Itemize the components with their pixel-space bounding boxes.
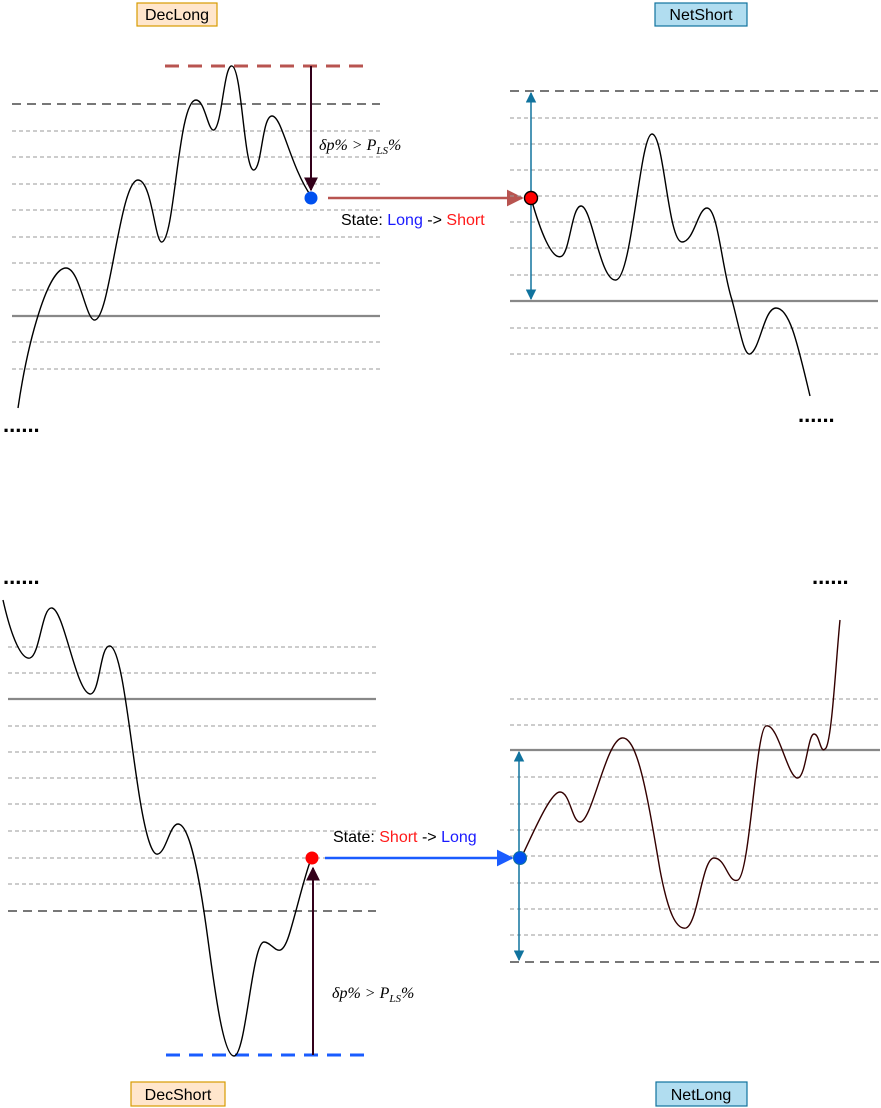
net-short-price-curve [530,133,811,397]
transition-short-to-long: State: Short -> Long [325,829,514,867]
dec-short-label: DecShort [145,1087,212,1104]
dec-short-condition: δp% > PLS% [332,985,414,1005]
dec-short-current-point [305,851,319,865]
net-long-label: NetLong [671,1087,732,1104]
net-short-grid [510,117,878,355]
transition-long-to-short: State: Long -> Short [328,189,524,229]
dec-long-condition: δp% > PLS% [319,137,401,157]
panel-net-long: ...... NetLong [510,564,880,1107]
net-long-entry-point [513,851,527,865]
net-long-price-curve [520,619,841,929]
dec-short-label-box [130,1081,226,1107]
dec-short-price-curve [2,599,312,1057]
net-short-label: NetShort [669,7,733,24]
panel-dec-short: ...... δp% > PLS% DecShort [2,564,414,1107]
net-short-entry-point [523,190,539,206]
dec-long-current-point [304,191,318,205]
net-short-label-box [654,2,748,27]
dec-long-grid [12,130,380,370]
net-long-grid [510,698,880,936]
dec-short-grid [8,646,376,885]
dec-long-ellipsis: ...... [3,412,40,437]
state-long-to-short: State: Long -> Short [341,212,485,229]
panel-net-short: NetShort ...... [510,2,878,427]
panel-dec-long: DecLong δp% > PLS% ...... [3,2,401,437]
net-long-ellipsis: ...... [812,564,849,589]
dec-long-price-curve [17,65,312,409]
state-short-to-long: State: Short -> Long [333,829,477,846]
dec-long-label-box [136,2,218,27]
dec-long-label: DecLong [145,7,209,24]
net-short-ellipsis: ...... [798,402,835,427]
dec-short-ellipsis: ...... [3,564,40,589]
net-long-label-box [655,1081,748,1107]
